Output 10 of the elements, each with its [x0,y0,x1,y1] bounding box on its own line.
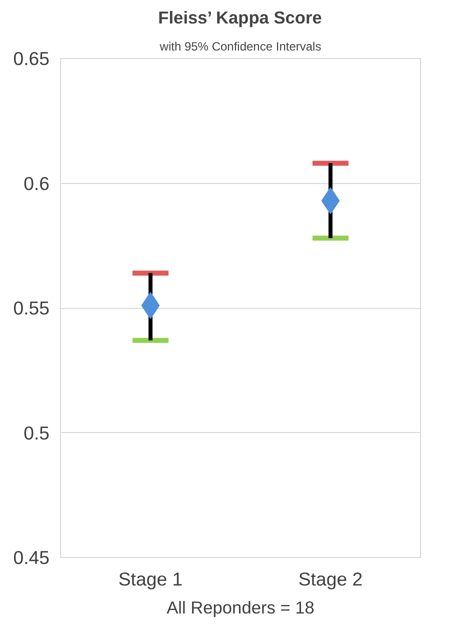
chart-title: Fleiss’ Kappa Score [158,8,322,28]
y-tick-label: 0.5 [24,422,50,444]
x-axis-title: All Reponders = 18 [166,598,314,618]
y-tick-label: 0.55 [13,298,50,318]
y-tick-label: 0.45 [13,547,50,568]
x-tick-label: Stage 1 [118,568,183,590]
y-tick-label: 0.6 [24,172,50,194]
chart-subtitle: with 95% Confidence Intervals [158,40,322,54]
y-tick-label: 0.65 [13,48,50,69]
x-tick-label: Stage 2 [298,568,363,590]
